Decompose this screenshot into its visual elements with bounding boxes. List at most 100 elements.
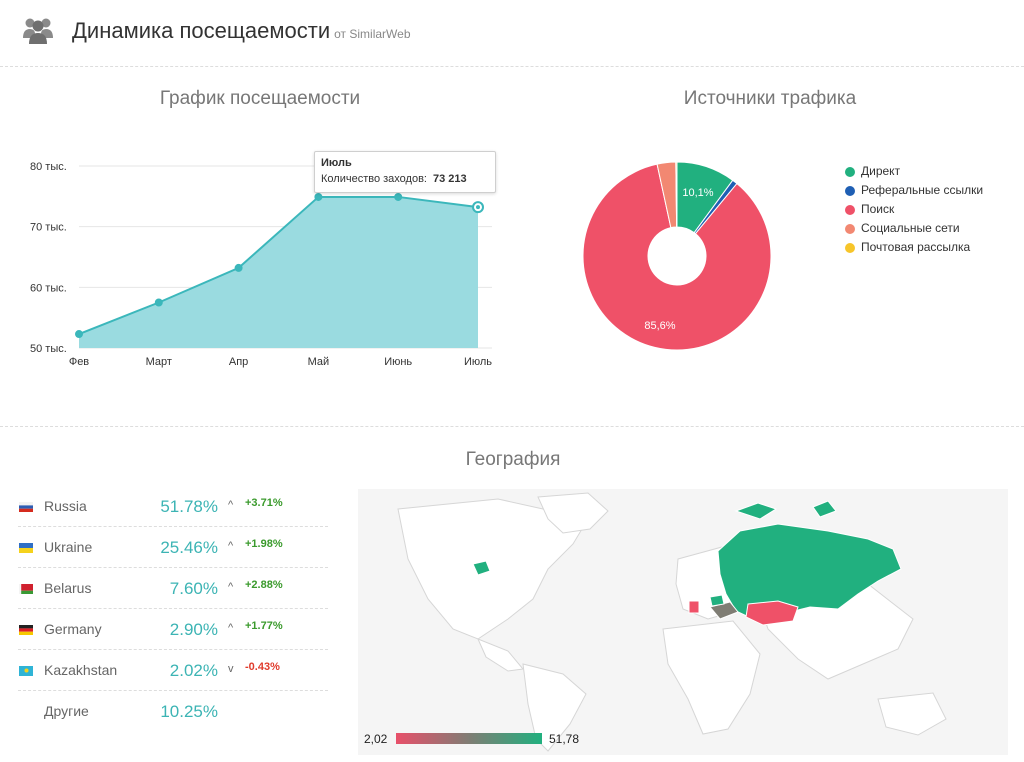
x-tick-label: Июль [464, 356, 492, 368]
tooltip-text: Количество заходов: 73 213 [321, 173, 467, 185]
country-change: +2.88% [245, 579, 283, 591]
australia-shape [877, 692, 947, 736]
pie-slice[interactable] [582, 163, 772, 351]
chevron-up-icon: ^ [228, 622, 234, 634]
traffic-chart: 50 тыс. 60 тыс. 70 тыс. 80 тыс. Фев Март Апр Ма… [30, 161, 492, 368]
country-change: +3.71% [245, 497, 283, 509]
data-point[interactable] [234, 263, 243, 272]
chevron-up-icon: ^ [228, 581, 234, 593]
legend-label: Поиск [861, 202, 895, 216]
tooltip-month: Июль [321, 157, 352, 169]
world-map[interactable] [358, 489, 1008, 755]
germany-flag-icon [19, 625, 33, 635]
slice-label: 10,1% [682, 187, 713, 199]
germany-shape [688, 600, 700, 614]
russia-flag-icon [19, 502, 33, 512]
legend-dot [845, 242, 855, 253]
belarus-flag-icon [19, 584, 33, 594]
country-share: 2.90% [169, 620, 218, 639]
legend-label: Директ [861, 164, 901, 178]
legend-dot [845, 204, 855, 215]
chart-tooltip: Июль Количество заходов: 73 213 [314, 151, 496, 193]
country-name: Kazakhstan [44, 662, 118, 678]
country-share: 25.46% [160, 538, 218, 557]
chevron-down-icon: v [228, 663, 234, 675]
y-tick-label: 60 тыс. [30, 282, 67, 294]
legend-label: Социальные сети [861, 221, 960, 235]
legend-dot [845, 166, 855, 177]
country-change: +1.77% [245, 620, 283, 632]
users-icon [23, 18, 53, 44]
canada-arctic-shape [472, 560, 491, 576]
geo-row-belarus: Belarus 7.60% ^ +2.88% [18, 568, 328, 609]
kazakhstan-flag-icon [19, 666, 33, 676]
scale-max-label: 51,78 [549, 732, 580, 746]
data-point[interactable] [394, 192, 403, 201]
country-name: Belarus [44, 580, 92, 596]
page-subtitle: от SimilarWeb [334, 27, 411, 41]
country-share: 10.25% [160, 702, 218, 721]
tooltip-value: 73 213 [432, 173, 467, 185]
country-share: 51.78% [160, 497, 218, 516]
geo-row-kazakhstan: Kazakhstan 2.02% v -0.43% [18, 650, 328, 691]
greenland-shape [537, 492, 609, 534]
chevron-up-icon: ^ [228, 499, 234, 511]
data-point[interactable] [314, 192, 323, 201]
legend-label: Почтовая рассылка [861, 240, 971, 254]
chevron-up-icon: ^ [228, 540, 234, 552]
divider [0, 66, 1024, 67]
country-change: +1.98% [245, 538, 283, 550]
central-america-shape [477, 638, 524, 672]
legend-label: Реферальные ссылки [861, 183, 984, 197]
legend-item-mail[interactable]: Почтовая рассылка [845, 238, 983, 257]
geo-row-other: Другие 10.25% [18, 691, 328, 731]
data-point-center [476, 205, 480, 210]
arctic-islands-shape [734, 502, 778, 520]
country-change: -0.43% [245, 661, 280, 673]
legend-dot [845, 223, 855, 234]
y-tick-label: 80 тыс. [30, 161, 67, 173]
sources-chart: 10,1% 85,6% [582, 161, 772, 351]
x-tick-label: Июнь [384, 356, 412, 368]
geo-row-russia: Russia 51.78% ^ +3.71% [18, 486, 328, 527]
sources-legend: Директ Реферальные ссылки Поиск Социальн… [845, 162, 983, 257]
page-title: Динамика посещаемости от SimilarWeb [72, 18, 411, 43]
kazakhstan-shape [745, 600, 799, 626]
sources-chart-title: Источники трафика [683, 88, 857, 109]
geo-row-germany: Germany 2.90% ^ +1.77% [18, 609, 328, 650]
legend-item-direct[interactable]: Директ [845, 162, 983, 181]
geo-row-ukraine: Ukraine 25.46% ^ +1.98% [18, 527, 328, 568]
legend-dot [845, 185, 855, 196]
y-tick-label: 70 тыс. [30, 222, 67, 234]
x-tick-label: Март [146, 356, 172, 368]
belarus-shape [709, 594, 725, 607]
data-point[interactable] [154, 298, 163, 307]
legend-item-search[interactable]: Поиск [845, 200, 983, 219]
south-america-shape [522, 663, 587, 752]
x-tick-label: Фев [69, 356, 89, 368]
africa-shape [662, 620, 761, 735]
slice-label: 85,6% [644, 320, 675, 332]
country-name: Другие [44, 703, 89, 719]
traffic-chart-title: График посещаемости [159, 88, 361, 109]
country-share: 7.60% [169, 579, 218, 598]
x-tick-label: Май [308, 356, 330, 368]
ukraine-flag-icon [19, 543, 33, 553]
country-name: Ukraine [44, 539, 93, 555]
legend-item-referral[interactable]: Реферальные ссылки [845, 181, 983, 200]
legend-item-social[interactable]: Социальные сети [845, 219, 983, 238]
x-tick-label: Апр [229, 356, 248, 368]
geo-list: Russia 51.78% ^ +3.71% Ukraine 25.46% ^ … [18, 486, 328, 731]
data-point[interactable] [75, 330, 83, 339]
divider [0, 426, 1024, 427]
geo-title: География [465, 449, 561, 470]
country-share: 2.02% [169, 661, 218, 680]
series-line [78, 195, 479, 335]
y-tick-label: 50 тыс. [30, 343, 67, 355]
scale-min-label: 2,02 [364, 732, 388, 746]
header: Динамика посещаемости от SimilarWeb [0, 0, 1024, 66]
pie-slice[interactable] [675, 161, 678, 228]
color-scale-bar [396, 733, 542, 744]
country-name: Germany [44, 621, 102, 637]
country-name: Russia [44, 498, 87, 514]
